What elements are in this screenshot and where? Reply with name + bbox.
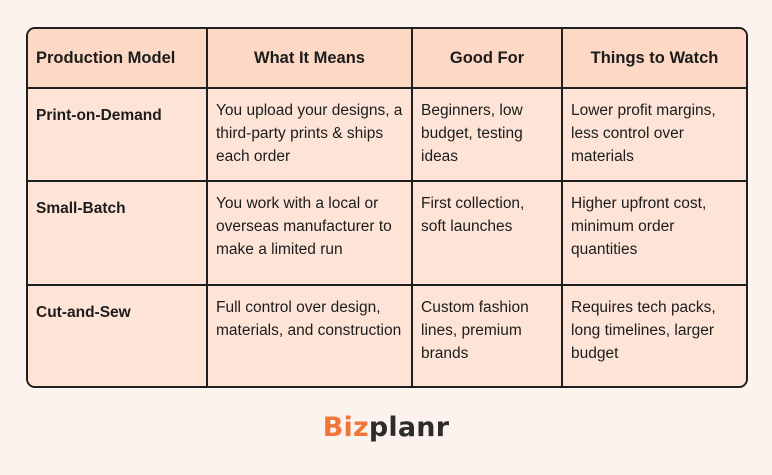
bizplanr-logo: Bizplanr bbox=[0, 412, 772, 443]
cell-good-for: First collection, soft launches bbox=[411, 180, 563, 286]
logo-part-biz: Biz bbox=[322, 412, 369, 443]
table-row: Print-on-Demand You upload your designs,… bbox=[28, 87, 746, 182]
table-row: Cut-and-Sew Full control over design, ma… bbox=[28, 284, 746, 386]
header-what-it-means: What It Means bbox=[206, 29, 413, 89]
header-good-for: Good For bbox=[411, 29, 563, 89]
header-things-to-watch: Things to Watch bbox=[561, 29, 746, 89]
cell-means: You work with a local or overseas manufa… bbox=[206, 180, 413, 286]
cell-watch: Lower profit margins, less control over … bbox=[561, 87, 746, 182]
cell-good-for: Beginners, low budget, testing ideas bbox=[411, 87, 563, 182]
cell-model: Small-Batch bbox=[28, 180, 208, 286]
cell-watch: Requires tech packs, long timelines, lar… bbox=[561, 284, 746, 386]
production-models-table-container: Production Model What It Means Good For … bbox=[26, 27, 748, 388]
cell-watch: Higher upfront cost, minimum order quant… bbox=[561, 180, 746, 286]
logo-part-planr: planr bbox=[368, 412, 450, 443]
table-row: Small-Batch You work with a local or ove… bbox=[28, 180, 746, 286]
cell-good-for: Custom fashion lines, premium brands bbox=[411, 284, 563, 386]
cell-means: Full control over design, materials, and… bbox=[206, 284, 413, 386]
cell-means: You upload your designs, a third-party p… bbox=[206, 87, 413, 182]
production-models-table: Production Model What It Means Good For … bbox=[28, 29, 746, 386]
header-production-model: Production Model bbox=[28, 29, 208, 89]
cell-model: Print-on-Demand bbox=[28, 87, 208, 182]
cell-model: Cut-and-Sew bbox=[28, 284, 208, 386]
table-header-row: Production Model What It Means Good For … bbox=[28, 29, 746, 89]
